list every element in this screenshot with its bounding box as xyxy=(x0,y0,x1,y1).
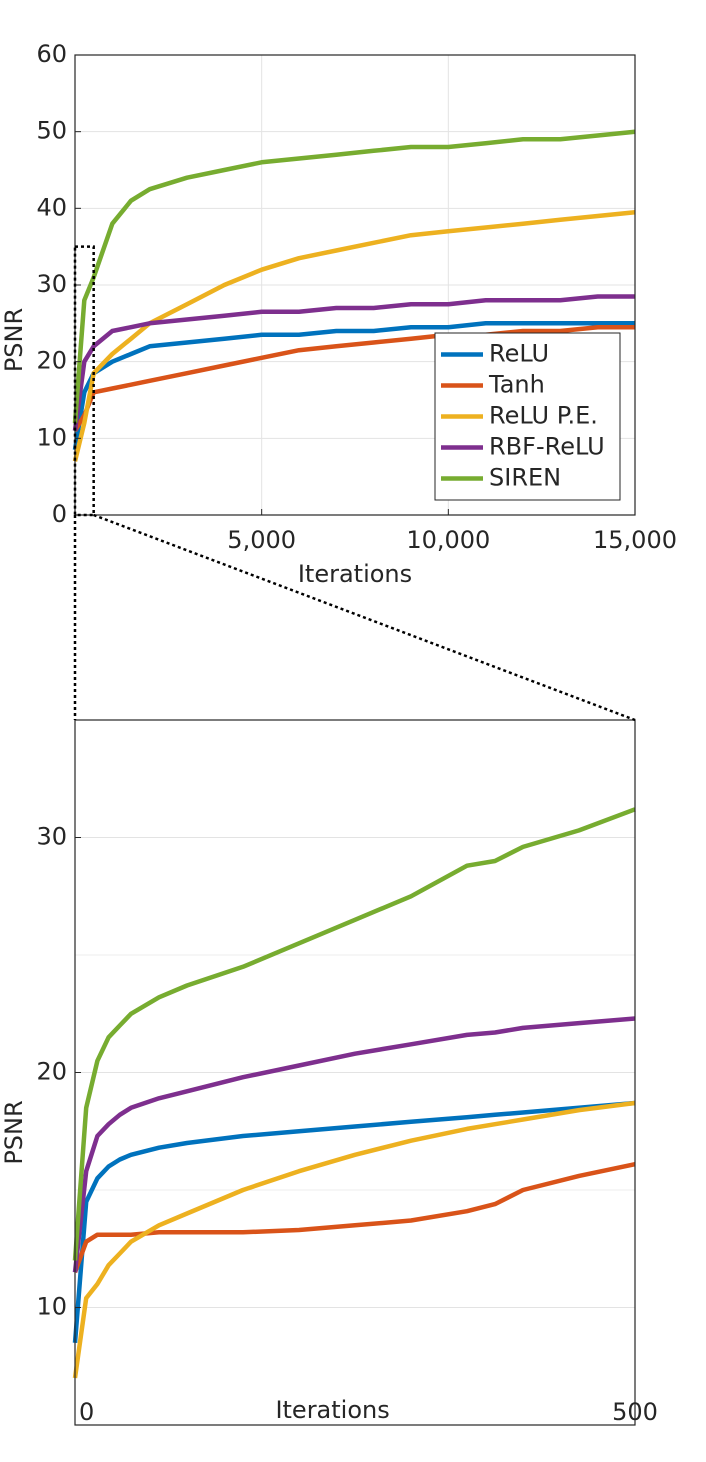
series-line xyxy=(72,1100,636,1379)
legend-label: Tanh xyxy=(488,371,545,399)
y-tick-label: 20 xyxy=(36,1058,67,1086)
series-line xyxy=(72,294,635,432)
series-line xyxy=(72,1016,636,1273)
y-tick-label: 50 xyxy=(36,117,67,145)
y-tick-label: 30 xyxy=(36,270,67,298)
legend-label: ReLU P.E. xyxy=(489,402,598,430)
y-axis-label: PSNR xyxy=(0,1100,28,1164)
x-tick-label: 5,000 xyxy=(227,526,296,554)
x-tick-label: 500 xyxy=(612,1398,658,1426)
series-line xyxy=(72,1161,636,1274)
x-axis-label: Iterations xyxy=(298,560,412,588)
series-line xyxy=(72,807,636,1261)
series-line xyxy=(72,1100,636,1343)
series-line xyxy=(72,209,636,462)
series-line xyxy=(73,324,635,432)
series-line xyxy=(72,321,635,451)
zoom-connector xyxy=(93,513,636,722)
y-axis-label: PSNR xyxy=(0,308,28,372)
x-tick-label: 0 xyxy=(79,1398,94,1426)
y-tick-label: 60 xyxy=(36,40,67,68)
legend-label: SIREN xyxy=(489,464,561,492)
y-tick-label: 10 xyxy=(36,1293,67,1321)
zoom-box xyxy=(73,245,95,517)
x-axis-label: Iterations xyxy=(275,1396,389,1424)
y-tick-label: 30 xyxy=(36,823,67,851)
series-line xyxy=(72,129,636,424)
legend-label: RBF-ReLU xyxy=(489,433,605,461)
y-tick-label: 20 xyxy=(36,347,67,375)
y-tick-label: 10 xyxy=(36,423,67,451)
legend-label: ReLU xyxy=(489,340,549,368)
y-tick-label: 0 xyxy=(52,500,67,528)
x-tick-label: 10,000 xyxy=(406,526,490,554)
y-tick-label: 40 xyxy=(36,193,67,221)
x-tick-label: 15,000 xyxy=(593,526,677,554)
